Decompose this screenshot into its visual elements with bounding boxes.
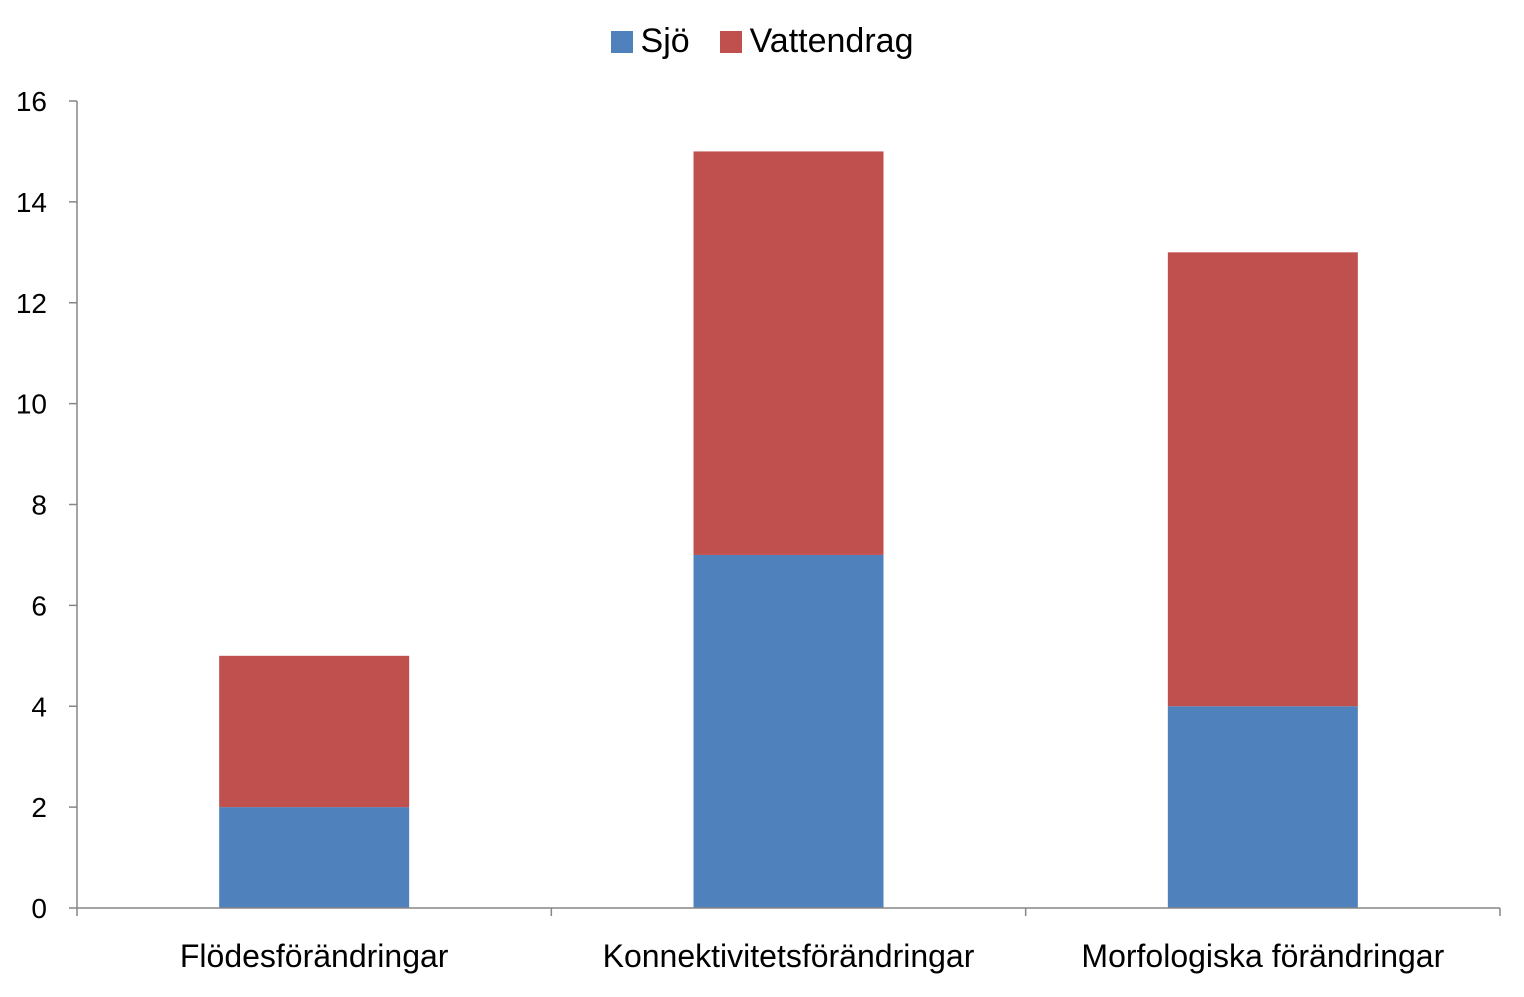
y-tick-label-5: 10 [16, 389, 47, 420]
x-tick-label-1: Konnektivitetsförändringar [603, 938, 975, 974]
legend-swatch-vattendrag [719, 30, 742, 53]
legend-label-vattendrag: Vattendrag [749, 22, 914, 60]
bar-vattendrag-0 [219, 655, 410, 808]
bar-sjo-1 [693, 554, 884, 908]
legend-item-vattendrag: Vattendrag [719, 22, 914, 61]
y-tick-label-4: 8 [31, 490, 47, 521]
y-tick-label-6: 12 [16, 288, 47, 319]
x-tick-label-0: Flödesförändringar [180, 938, 449, 974]
bar-sjo-0 [219, 807, 410, 908]
y-tick-label-3: 6 [31, 590, 47, 621]
legend-label-sjo: Sjö [640, 22, 690, 60]
legend-swatch-sjo [610, 30, 633, 53]
y-tick-label-0: 0 [31, 893, 47, 924]
legend: Sjö Vattendrag [0, 22, 1524, 61]
y-tick-label-2: 4 [31, 691, 47, 722]
legend-item-sjo: Sjö [610, 22, 690, 61]
y-tick-label-1: 2 [31, 792, 47, 823]
y-tick-label-7: 14 [16, 187, 47, 218]
bar-vattendrag-2 [1167, 252, 1358, 707]
bar-vattendrag-1 [693, 151, 884, 555]
y-tick-label-8: 16 [16, 86, 47, 117]
bar-sjo-2 [1167, 706, 1358, 908]
x-tick-label-2: Morfologiska förändringar [1081, 938, 1444, 974]
